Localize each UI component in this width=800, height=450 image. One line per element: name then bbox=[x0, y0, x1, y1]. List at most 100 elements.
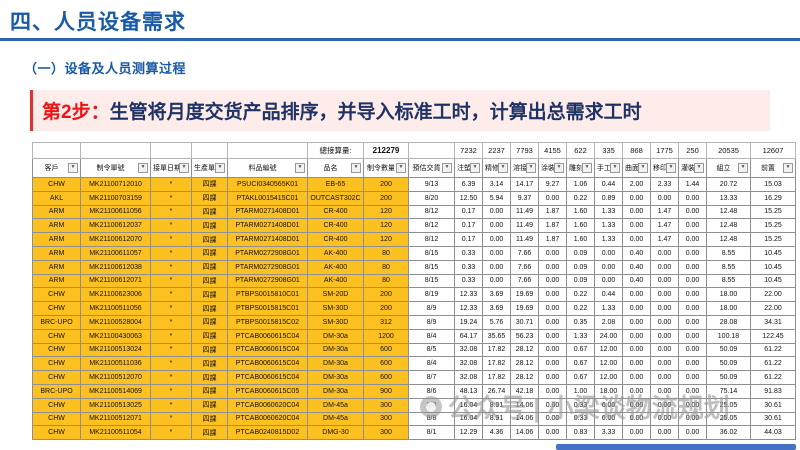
table-cell: MK21100703159 bbox=[80, 190, 151, 206]
table-cell: 600 bbox=[363, 342, 409, 358]
filter-button[interactable]: ▼ bbox=[638, 163, 648, 173]
table-cell: 3.33 bbox=[594, 425, 623, 441]
table-cell: 22.00 bbox=[750, 287, 796, 303]
table-cell: PTCAB0060620C04 bbox=[227, 411, 308, 427]
table-cell: 15.25 bbox=[750, 232, 796, 247]
table-cell: CHW bbox=[32, 370, 81, 385]
table-cell: 四課 bbox=[191, 356, 228, 372]
summary-row: 總接算量: 212279 7232 2237 7793 4155 622 335 868 1775… bbox=[32, 142, 796, 159]
table-cell: 18.00 bbox=[594, 383, 623, 399]
table-cell: 75.14 bbox=[706, 383, 751, 399]
table-cell: 0.00 bbox=[594, 273, 623, 289]
column-header-label: 涂裝 bbox=[541, 165, 554, 172]
table-cell: 6.00 bbox=[594, 397, 623, 413]
table-cell: 0.00 bbox=[678, 301, 707, 316]
filter-button[interactable]: ▼ bbox=[470, 163, 480, 173]
table-cell: 0.00 bbox=[650, 425, 679, 441]
table-cell: 42.18 bbox=[510, 383, 539, 399]
filter-button[interactable]: ▼ bbox=[526, 163, 536, 173]
table-cell: CHW bbox=[32, 328, 81, 344]
table-row: CHW MK21100430063 * 四課 PTCAB0060615C04 DM-30a… bbox=[32, 328, 796, 344]
column-header-label: 曲面 bbox=[625, 165, 638, 172]
filter-button[interactable]: ▼ bbox=[138, 163, 148, 173]
table-cell: BRC-UPO bbox=[32, 314, 81, 330]
table-cell: 0.00 bbox=[538, 190, 567, 206]
column-total: 7793 bbox=[510, 142, 539, 159]
table-cell: 1.87 bbox=[538, 232, 567, 247]
table-cell: ARM bbox=[32, 232, 81, 247]
table-cell: 12.48 bbox=[706, 204, 751, 220]
filter-button[interactable]: ▼ bbox=[498, 163, 508, 173]
filter-button[interactable]: ▼ bbox=[295, 163, 305, 173]
chevron-down-icon: ▼ bbox=[217, 164, 223, 170]
table-cell: CR-400 bbox=[307, 232, 364, 247]
table-cell: 200 bbox=[363, 177, 409, 192]
table-cell: 0.00 bbox=[538, 287, 567, 303]
table-cell: 6.00 bbox=[594, 411, 623, 427]
table-cell: 0.00 bbox=[650, 273, 679, 289]
table-cell: 32.08 bbox=[454, 342, 483, 358]
table-cell: 0.00 bbox=[538, 301, 567, 316]
table-cell: 30.61 bbox=[750, 411, 796, 427]
table-cell: 0.00 bbox=[482, 204, 511, 220]
table-cell: 2.00 bbox=[622, 177, 651, 192]
table-cell: 14.06 bbox=[510, 397, 539, 413]
table-cell: 0.09 bbox=[566, 259, 595, 275]
table-cell: 1.47 bbox=[650, 232, 679, 247]
column-header-label: 組立 bbox=[716, 165, 731, 172]
table-cell: 44.03 bbox=[750, 425, 796, 441]
table-cell: 四課 bbox=[191, 204, 228, 220]
table-cell: * bbox=[150, 259, 192, 275]
title-divider bbox=[0, 38, 800, 41]
table-cell: 12.33 bbox=[454, 287, 483, 303]
filter-button[interactable]: ▼ bbox=[582, 163, 592, 173]
filter-button[interactable]: ▼ bbox=[783, 163, 793, 173]
table-cell: 0.44 bbox=[594, 287, 623, 303]
table-cell: * bbox=[150, 177, 192, 192]
table-cell: 100.18 bbox=[706, 328, 751, 344]
filter-button[interactable]: ▼ bbox=[666, 163, 676, 173]
table-cell: 7.66 bbox=[510, 259, 539, 275]
filter-button[interactable]: ▼ bbox=[738, 163, 748, 173]
column-total: 250 bbox=[678, 142, 707, 159]
table-cell: 1.60 bbox=[566, 232, 595, 247]
column-header-label: 移印 bbox=[653, 165, 666, 172]
filter-button[interactable]: ▼ bbox=[610, 163, 620, 173]
table-cell: DM-30a bbox=[307, 342, 364, 358]
filter-button[interactable]: ▼ bbox=[215, 163, 225, 173]
table-row: CHW MK21100512071 * 四課 PTCAB0060620C04 DM-45a… bbox=[32, 411, 796, 427]
table-cell: * bbox=[150, 245, 192, 261]
column-header-label: 制令單號 bbox=[96, 165, 125, 172]
filter-button[interactable]: ▼ bbox=[68, 163, 78, 173]
table-cell: PTBPS0015815C01 bbox=[227, 301, 308, 316]
table-cell: 50.09 bbox=[706, 370, 751, 385]
table-cell: 0.09 bbox=[566, 245, 595, 261]
table-cell: 1.47 bbox=[650, 204, 679, 220]
summary-label: 總接算量: bbox=[307, 142, 364, 159]
table-cell: CHW bbox=[32, 287, 81, 303]
filter-button[interactable]: ▼ bbox=[396, 163, 406, 173]
table-cell: MK21100712010 bbox=[80, 177, 151, 192]
table-cell: 0.40 bbox=[622, 273, 651, 289]
filter-button[interactable]: ▼ bbox=[179, 163, 189, 173]
table-cell: 四課 bbox=[191, 314, 228, 330]
page-title: 四、人员设备需求 bbox=[10, 11, 186, 34]
table-cell: 0.33 bbox=[454, 245, 483, 261]
filter-button[interactable]: ▼ bbox=[351, 163, 361, 173]
table-cell: 120 bbox=[363, 204, 409, 220]
chevron-down-icon: ▼ bbox=[472, 164, 478, 170]
table-row: ARM MK21100612071 * 四課 PTARM0272908G01 AK-400… bbox=[32, 273, 796, 289]
table-cell: 0.00 bbox=[538, 259, 567, 275]
table-cell: 32.08 bbox=[454, 356, 483, 372]
table-cell: 0.00 bbox=[650, 411, 679, 427]
filter-button[interactable]: ▼ bbox=[554, 163, 564, 173]
column-total: 4155 bbox=[538, 142, 567, 159]
table-cell: DM-45a bbox=[307, 397, 364, 413]
table-cell: 0.00 bbox=[622, 314, 651, 330]
table-cell: 1.60 bbox=[566, 204, 595, 220]
filter-button[interactable]: ▼ bbox=[694, 163, 704, 173]
column-header-label: 生產單位 bbox=[194, 165, 215, 172]
filter-button[interactable]: ▼ bbox=[442, 163, 452, 173]
header-row: 客戶▼制令單號▼接單日期▼生產單位▼料品編號▼品名▼制令數量▼預估交貨▼注塑▼精… bbox=[32, 158, 796, 178]
table-row: ARM MK21100612070 * 四課 PTARM0271408D01 CR-400… bbox=[32, 232, 796, 247]
